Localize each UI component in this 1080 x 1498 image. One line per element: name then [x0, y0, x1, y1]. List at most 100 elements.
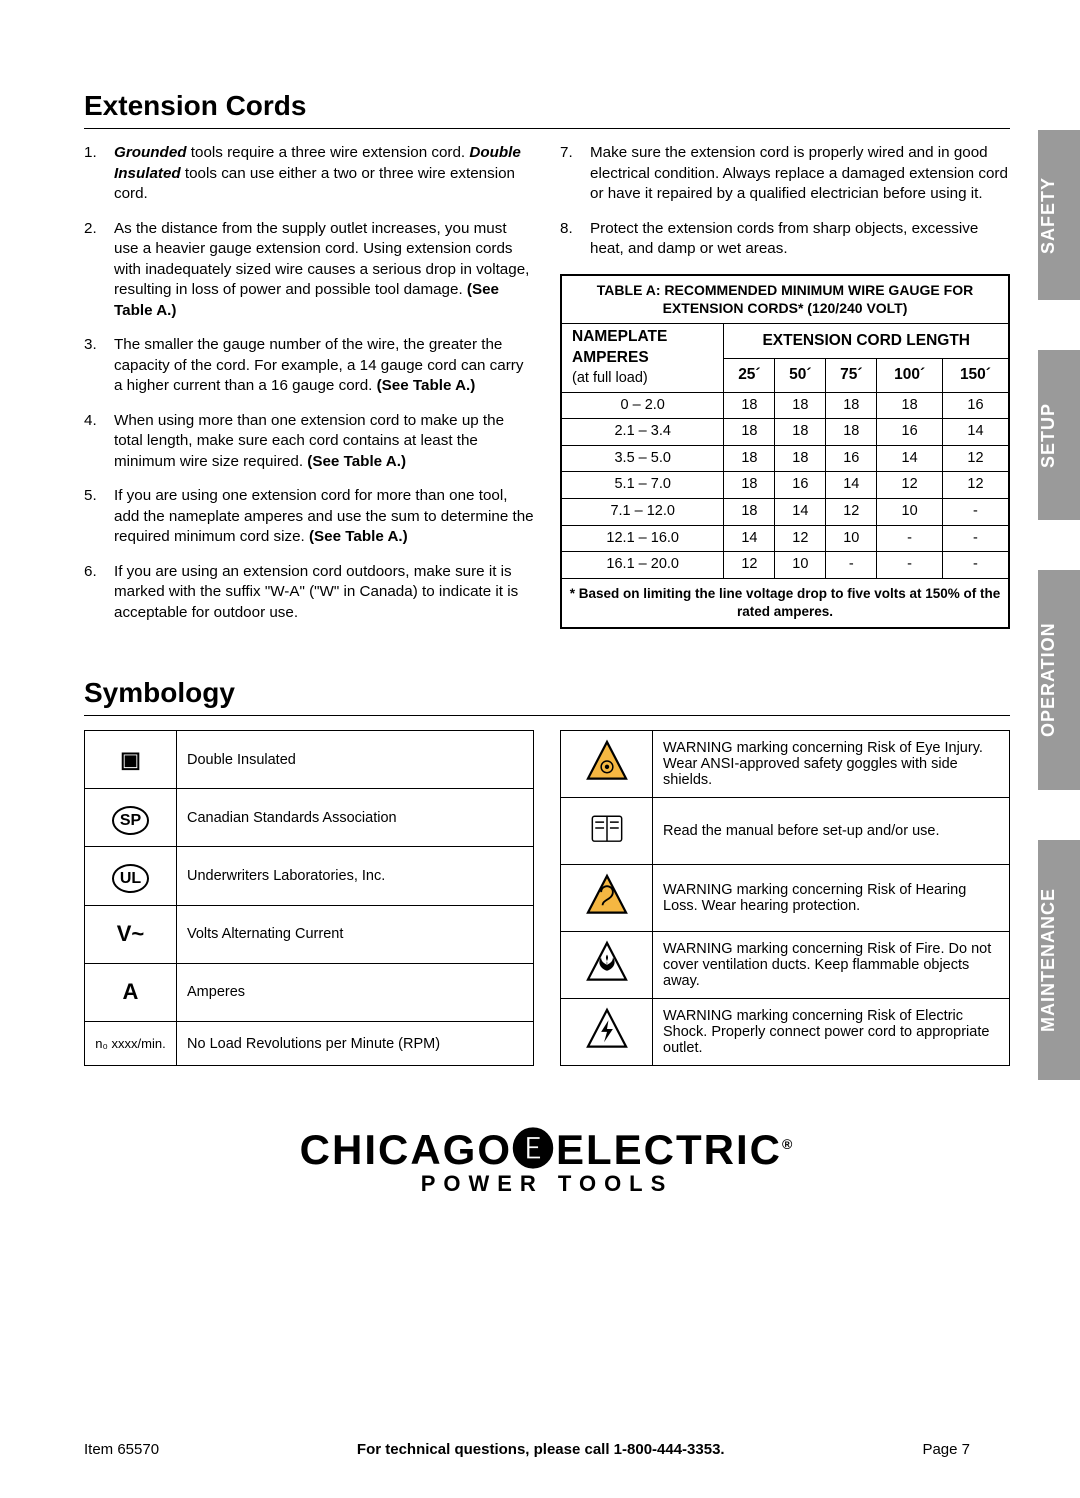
sym-text: WARNING marking concerning Risk of Elect… [653, 999, 1010, 1066]
sym-text: Underwriters Laboratories, Inc. [177, 847, 534, 905]
table-cell: 12 [942, 445, 1009, 472]
table-row: 5.1 – 7.01816141212 [561, 472, 1009, 499]
sym-text: Volts Alternating Current [177, 905, 534, 963]
table-cell: 2.1 – 3.4 [561, 419, 724, 446]
brand-name: CHICAGO🅔ELECTRIC [300, 1126, 782, 1173]
list-item: When using more than one extension cord … [84, 411, 534, 473]
hearing-warning-icon [561, 865, 653, 932]
table-len-cell: 150´ [942, 358, 1009, 392]
amp-l1: NAMEPLATE [572, 328, 667, 345]
sym-row: n₀ xxxx/min.No Load Revolutions per Minu… [85, 1021, 534, 1066]
symbology-left-table: ▣Double InsulatedSPCanadian Standards As… [84, 730, 534, 1066]
table-cell: 18 [724, 472, 775, 499]
ext-right-list: Make sure the extension cord is properly… [560, 143, 1010, 260]
table-a-footnote: * Based on limiting the line voltage dro… [561, 578, 1009, 628]
footer-mid: For technical questions, please call 1-8… [357, 1441, 725, 1458]
amp-l3: (at full load) [572, 370, 648, 386]
table-cell: 18 [775, 445, 826, 472]
sym-text: Double Insulated [177, 731, 534, 789]
table-cell: 16.1 – 20.0 [561, 552, 724, 579]
table-cell: 18 [724, 419, 775, 446]
table-cell: 12 [877, 472, 943, 499]
list-item: The smaller the gauge number of the wire… [84, 335, 534, 397]
symbology-section: ▣Double InsulatedSPCanadian Standards As… [84, 730, 1010, 1066]
list-item: Protect the extension cords from sharp o… [560, 219, 1010, 260]
table-cell: 14 [826, 472, 877, 499]
shock-warning-icon [561, 999, 653, 1066]
list-item: If you are using one extension cord for … [84, 486, 534, 548]
table-cell: 7.1 – 12.0 [561, 499, 724, 526]
sym-row: AAmperes [85, 963, 534, 1021]
table-cell: 0 – 2.0 [561, 392, 724, 419]
brand-logo: CHICAGO🅔ELECTRIC® POWER TOOLS [84, 1116, 1010, 1197]
vac-icon: V~ [85, 905, 177, 963]
list-item: As the distance from the supply outlet i… [84, 219, 534, 322]
heading-extension-cords: Extension Cords [84, 90, 1010, 129]
table-cell: 10 [826, 525, 877, 552]
sym-row: ▣Double Insulated [85, 731, 534, 789]
table-cell: - [877, 525, 943, 552]
amp-l2: AMPERES [572, 349, 649, 366]
table-cell: - [942, 499, 1009, 526]
table-cell: 16 [826, 445, 877, 472]
table-cell: 12 [942, 472, 1009, 499]
ext-left-list: Grounded tools require a three wire exte… [84, 143, 534, 623]
table-a: TABLE A: RECOMMENDED MINIMUM WIRE GAUGE … [560, 274, 1010, 630]
table-cell: 16 [877, 419, 943, 446]
page-footer: Item 65570 For technical questions, plea… [84, 1441, 970, 1458]
sym-text: Amperes [177, 963, 534, 1021]
table-a-title: TABLE A: RECOMMENDED MINIMUM WIRE GAUGE … [561, 275, 1009, 324]
double-insulated-icon: ▣ [85, 731, 177, 789]
table-cell: 18 [826, 419, 877, 446]
table-cell: 18 [724, 445, 775, 472]
table-cell: 16 [942, 392, 1009, 419]
list-item: If you are using an extension cord outdo… [84, 562, 534, 624]
table-cell: 18 [775, 419, 826, 446]
table-cell: 14 [724, 525, 775, 552]
table-cell: 18 [826, 392, 877, 419]
csa-icon: SP [85, 789, 177, 847]
eye-warning-icon [561, 731, 653, 798]
table-cell: 18 [775, 392, 826, 419]
sym-row: WARNING marking concerning Risk of Elect… [561, 999, 1010, 1066]
table-cell: 12 [826, 499, 877, 526]
fire-warning-icon [561, 932, 653, 999]
symbology-right-table: WARNING marking concerning Risk of Eye I… [560, 730, 1010, 1066]
sym-text: WARNING marking concerning Risk of Heari… [653, 865, 1010, 932]
table-row: 2.1 – 3.41818181614 [561, 419, 1009, 446]
table-cell: 12 [724, 552, 775, 579]
table-row: 7.1 – 12.018141210- [561, 499, 1009, 526]
table-len-cell: 75´ [826, 358, 877, 392]
brand-reg: ® [782, 1136, 794, 1152]
table-cell: - [826, 552, 877, 579]
list-item: Grounded tools require a three wire exte… [84, 143, 534, 205]
table-row: 12.1 – 16.0141210-- [561, 525, 1009, 552]
list-item: Make sure the extension cord is properly… [560, 143, 1010, 205]
table-cell: 14 [877, 445, 943, 472]
table-cell: 5.1 – 7.0 [561, 472, 724, 499]
table-row: 0 – 2.01818181816 [561, 392, 1009, 419]
table-cell: 3.5 – 5.0 [561, 445, 724, 472]
table-cell: 12 [775, 525, 826, 552]
ul-icon: UL [85, 847, 177, 905]
table-len-cell: 100´ [877, 358, 943, 392]
table-cell: - [942, 525, 1009, 552]
footer-item: Item 65570 [84, 1441, 159, 1458]
sym-text: WARNING marking concerning Risk of Fire.… [653, 932, 1010, 999]
sym-text: Canadian Standards Association [177, 789, 534, 847]
table-cell: - [877, 552, 943, 579]
table-cell: 18 [724, 392, 775, 419]
sym-text: WARNING marking concerning Risk of Eye I… [653, 731, 1010, 798]
table-cell: - [942, 552, 1009, 579]
sym-row: V~Volts Alternating Current [85, 905, 534, 963]
table-cell: 10 [775, 552, 826, 579]
table-cell: 18 [724, 499, 775, 526]
amps-icon: A [85, 963, 177, 1021]
table-cell: 18 [877, 392, 943, 419]
brand-sub: POWER TOOLS [84, 1171, 1010, 1197]
sym-row: Read the manual before set-up and/or use… [561, 798, 1010, 865]
table-row: 16.1 – 20.01210--- [561, 552, 1009, 579]
heading-symbology: Symbology [84, 677, 1010, 716]
footer-page: Page 7 [922, 1441, 970, 1458]
table-row: 3.5 – 5.01818161412 [561, 445, 1009, 472]
